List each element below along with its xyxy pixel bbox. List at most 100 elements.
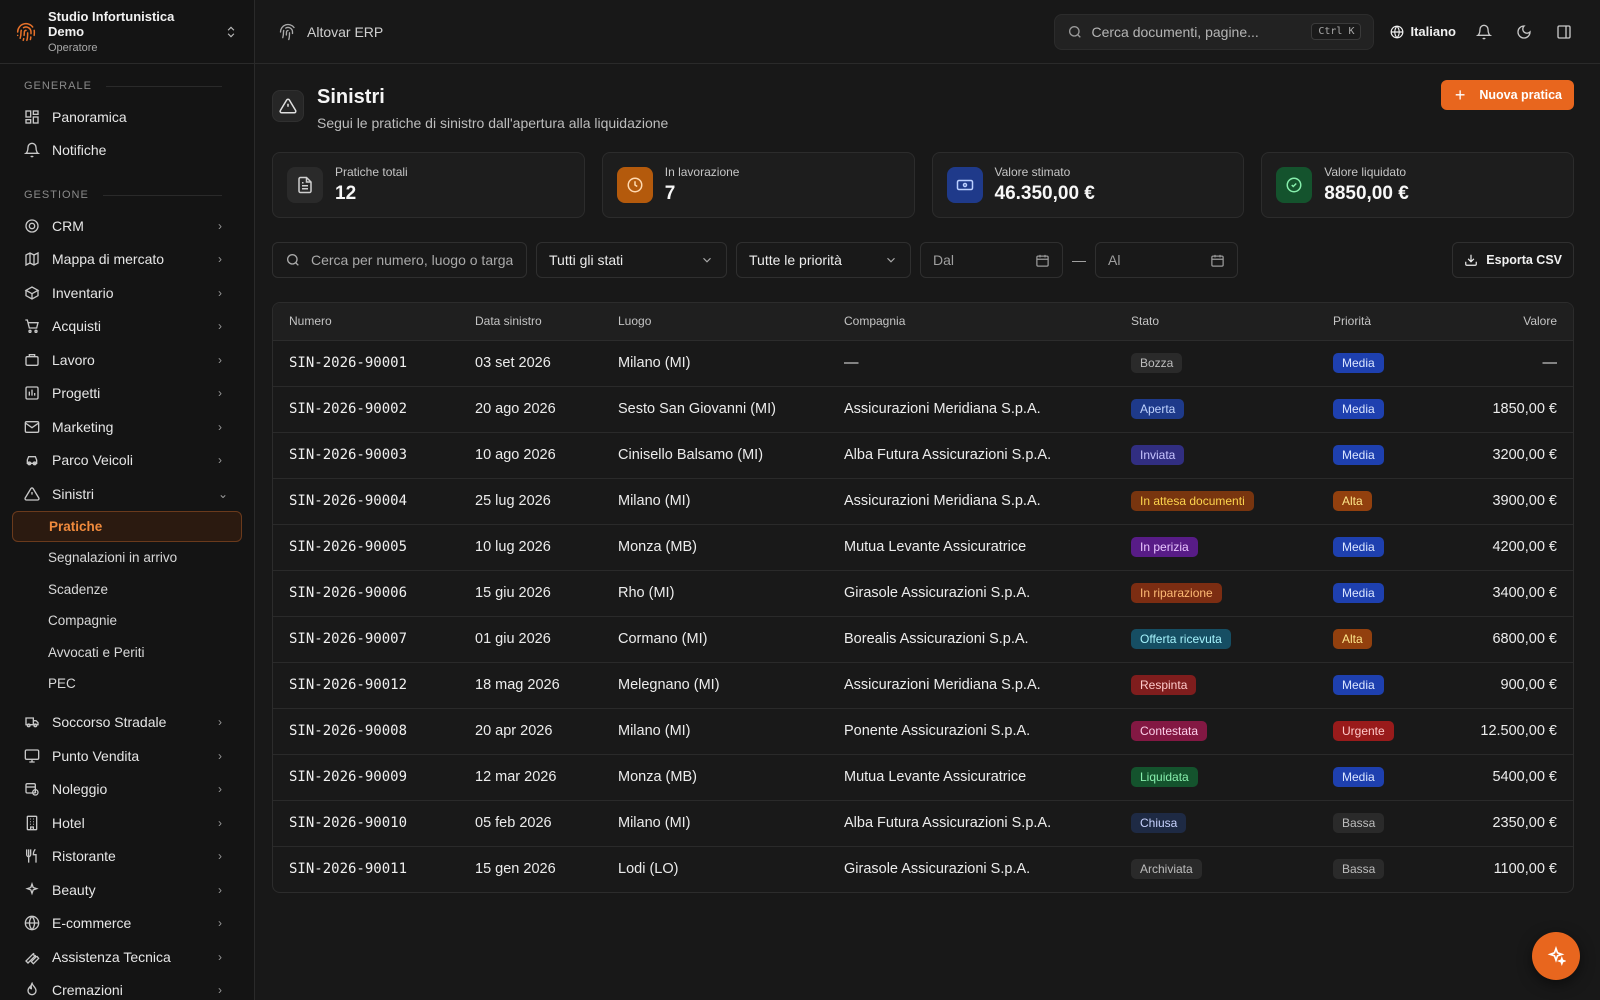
cell-valore: 3200,00 € [1447, 432, 1573, 479]
table-row[interactable]: SIN-2026-90002 20 ago 2026 Sesto San Gio… [273, 386, 1573, 433]
sidebar-item-sinistri[interactable]: Sinistri ⌄ [12, 477, 242, 511]
filters-bar: Cerca per numero, luogo o targa Tutti gl… [272, 242, 1574, 278]
col-header-data[interactable]: Data sinistro [459, 303, 602, 341]
col-header-luogo[interactable]: Luogo [602, 303, 828, 341]
panel-toggle-button[interactable] [1552, 20, 1576, 44]
table-row[interactable]: SIN-2026-90003 10 ago 2026 Cinisello Bal… [273, 432, 1573, 479]
table-row[interactable]: SIN-2026-90006 15 giu 2026 Rho (MI) Gira… [273, 570, 1573, 617]
sidebar-subitem-scadenze[interactable]: Scadenze [48, 581, 109, 597]
sidebar-subitem-pec[interactable]: PEC [48, 676, 76, 692]
language-selector[interactable]: Italiano [1390, 24, 1456, 39]
sidebar-item-cremazioni[interactable]: Cremazioni › [12, 974, 242, 1000]
monitor-icon [24, 748, 40, 764]
table-row[interactable]: SIN-2026-90004 25 lug 2026 Milano (MI) A… [273, 478, 1573, 525]
cell-luogo: Milano (MI) [602, 340, 828, 387]
export-csv-button[interactable]: Esporta CSV [1452, 242, 1574, 278]
global-search[interactable]: Cerca documenti, pagine... Ctrl K [1054, 13, 1375, 50]
sidebar-item-assistenza-tecnica[interactable]: Assistenza Tecnica › [12, 940, 242, 974]
sidebar-item-notifiche[interactable]: Notifiche [12, 134, 242, 168]
cell-numero[interactable]: SIN-2026-90005 [273, 524, 459, 571]
sidebar-subitem-pratiche[interactable]: Pratiche [12, 510, 242, 542]
cell-priorita: Alta [1317, 616, 1447, 663]
ai-assistant-button[interactable] [1532, 932, 1580, 980]
new-claim-button[interactable]: + Nuova pratica [1440, 80, 1574, 110]
sidebar-item-mappa[interactable]: Mappa di mercato › [12, 243, 242, 277]
col-header-stato[interactable]: Stato [1115, 303, 1317, 341]
cell-numero[interactable]: SIN-2026-90010 [273, 800, 459, 847]
priority-filter-select[interactable]: Tutte le priorità [736, 242, 911, 278]
col-header-priorita[interactable]: Priorità [1317, 303, 1447, 341]
cell-data: 12 mar 2026 [459, 754, 602, 801]
cell-compagnia: Assicurazioni Meridiana S.p.A. [828, 662, 1115, 709]
sidebar-item-soccorso-stradale[interactable]: Soccorso Stradale › [12, 706, 242, 740]
plus-icon: + [1454, 85, 1466, 105]
date-from-input[interactable]: Dal [920, 242, 1063, 278]
sidebar-item-inventario[interactable]: Inventario › [12, 276, 242, 310]
section-title-general: GENERALE [12, 78, 242, 94]
sidebar-panel-icon [1557, 24, 1571, 39]
sidebar-item-lavoro[interactable]: Lavoro › [12, 343, 242, 377]
table-row[interactable]: SIN-2026-90008 20 apr 2026 Milano (MI) P… [273, 708, 1573, 755]
date-to-input[interactable]: Al [1095, 242, 1238, 278]
cell-numero[interactable]: SIN-2026-90009 [273, 754, 459, 801]
cell-valore: 5400,00 € [1447, 754, 1573, 801]
sidebar-item-crm[interactable]: CRM › [12, 209, 242, 243]
sidebar-item-noleggio[interactable]: Noleggio › [12, 773, 242, 807]
sidebar-item-marketing[interactable]: Marketing › [12, 410, 242, 444]
table-row[interactable]: SIN-2026-90001 03 set 2026 Milano (MI) —… [273, 340, 1573, 387]
sidebar-item-parco-veicoli[interactable]: Parco Veicoli › [12, 444, 242, 478]
cell-numero[interactable]: SIN-2026-90004 [273, 478, 459, 525]
sidebar-item-ristorante[interactable]: Ristorante › [12, 840, 242, 874]
col-header-valore[interactable]: Valore [1447, 303, 1573, 341]
sidebar-item-label: Hotel [52, 814, 85, 831]
status-filter-select[interactable]: Tutti gli stati [536, 242, 727, 278]
sidebar-item-label: Cremazioni [52, 982, 123, 999]
cell-numero[interactable]: SIN-2026-90007 [273, 616, 459, 663]
cell-numero[interactable]: SIN-2026-90003 [273, 432, 459, 479]
sidebar-subitem-segnalazioni[interactable]: Segnalazioni in arrivo [48, 550, 178, 566]
cell-numero[interactable]: SIN-2026-90006 [273, 570, 459, 617]
sidebar-item-beauty[interactable]: Beauty › [12, 873, 242, 907]
sidebar-item-progetti[interactable]: Progetti › [12, 377, 242, 411]
priority-badge: Bassa [1333, 813, 1385, 833]
notifications-button[interactable] [1472, 20, 1496, 44]
col-header-compagnia[interactable]: Compagnia [828, 303, 1115, 341]
cell-luogo: Cinisello Balsamo (MI) [602, 432, 828, 479]
cell-numero[interactable]: SIN-2026-90002 [273, 386, 459, 433]
cell-priorita: Bassa [1317, 800, 1447, 847]
table-row[interactable]: SIN-2026-90011 15 gen 2026 Lodi (LO) Gir… [273, 846, 1573, 892]
sidebar-item-label: Inventario [52, 284, 114, 301]
org-switcher[interactable]: Studio Infortunistica Demo Operatore [0, 0, 254, 64]
priority-badge: Alta [1333, 629, 1372, 649]
cell-numero[interactable]: SIN-2026-90012 [273, 662, 459, 709]
cell-luogo: Milano (MI) [602, 478, 828, 525]
table-row[interactable]: SIN-2026-90007 01 giu 2026 Cormano (MI) … [273, 616, 1573, 663]
theme-toggle-button[interactable] [1512, 20, 1536, 44]
claims-search-input[interactable]: Cerca per numero, luogo o targa [272, 242, 527, 278]
sidebar-item-hotel[interactable]: Hotel › [12, 806, 242, 840]
sidebar-subitem-compagnie[interactable]: Compagnie [48, 613, 118, 629]
sidebar-item-panoramica[interactable]: Panoramica [12, 100, 242, 134]
cell-numero[interactable]: SIN-2026-90001 [273, 340, 459, 387]
chevron-right-icon: › [218, 252, 222, 267]
sidebar-item-e-commerce[interactable]: E-commerce › [12, 907, 242, 941]
cell-stato: Aperta [1115, 386, 1317, 433]
sidebar-item-label: Sinistri [52, 485, 95, 502]
sidebar-item-acquisti[interactable]: Acquisti › [12, 310, 242, 344]
table-row[interactable]: SIN-2026-90012 18 mag 2026 Melegnano (MI… [273, 662, 1573, 709]
cell-stato: Archiviata [1115, 846, 1317, 892]
col-header-numero[interactable]: Numero [273, 303, 459, 341]
cell-compagnia: Ponente Assicurazioni S.p.A. [828, 708, 1115, 755]
cell-numero[interactable]: SIN-2026-90008 [273, 708, 459, 755]
sidebar-subitem-avvocati[interactable]: Avvocati e Periti [48, 644, 145, 660]
stat-card: Valore stimato 46.350,00 € [931, 152, 1245, 218]
mail-icon [24, 419, 40, 435]
table-row[interactable]: SIN-2026-90009 12 mar 2026 Monza (MB) Mu… [273, 754, 1573, 801]
sidebar-item-label: Mappa di mercato [52, 251, 165, 268]
cell-stato: Liquidata [1115, 754, 1317, 801]
table-row[interactable]: SIN-2026-90010 05 feb 2026 Milano (MI) A… [273, 800, 1573, 847]
table-row[interactable]: SIN-2026-90005 10 lug 2026 Monza (MB) Mu… [273, 524, 1573, 571]
sidebar: Studio Infortunistica Demo Operatore GEN… [0, 0, 255, 1000]
sidebar-item-punto-vendita[interactable]: Punto Vendita › [12, 739, 242, 773]
cell-numero[interactable]: SIN-2026-90011 [289, 861, 408, 878]
